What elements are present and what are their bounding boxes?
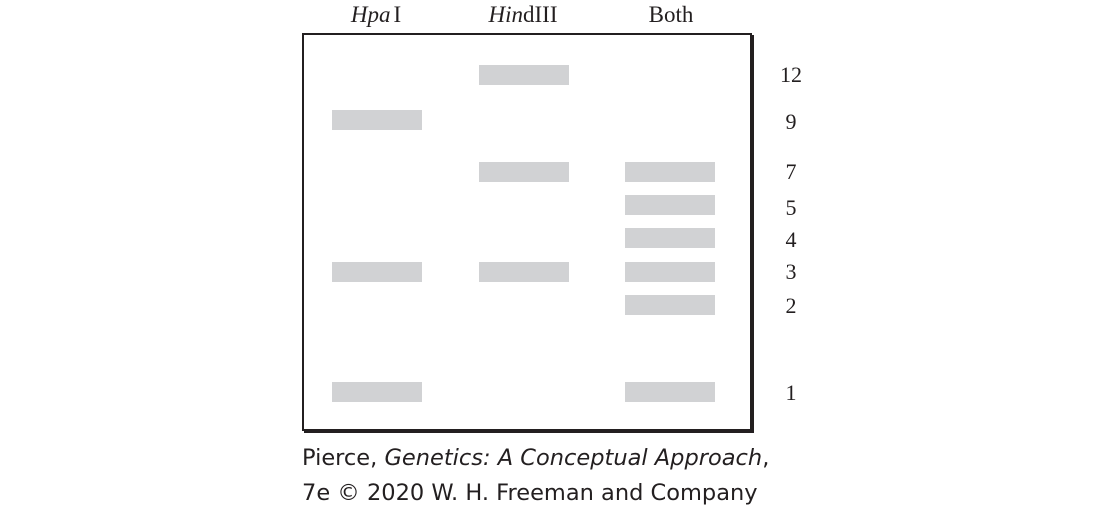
band-both-3 (625, 262, 715, 282)
band-hindiii-12 (479, 65, 569, 85)
size-label-5: 5 (785, 195, 797, 220)
band-both-2 (625, 295, 715, 315)
credit-author: Pierce, (302, 445, 385, 471)
lane-header-hpai-roman: I (393, 2, 402, 27)
band-hpai-3 (332, 262, 422, 282)
band-both-1 (625, 382, 715, 402)
band-hpai-9 (332, 110, 422, 130)
lane-header-hpai: Hpa I (301, 2, 451, 28)
figure-credit: Pierce, Genetics: A Conceptual Approach,… (302, 441, 769, 511)
lane-header-hpai-italic: Hpa (350, 2, 391, 27)
size-label-4: 4 (785, 227, 797, 252)
size-label-3: 3 (785, 259, 797, 284)
lane-header-both-label: Both (648, 2, 694, 27)
lane-header-hindiii-roman: dIII (523, 2, 558, 27)
band-both-7 (625, 162, 715, 182)
lane-header-hindiii: HindIII (448, 2, 598, 28)
band-both-4 (625, 228, 715, 248)
size-label-2: 2 (785, 293, 797, 318)
size-label-12: 12 (780, 62, 802, 87)
credit-line-2: 7e © 2020 W. H. Freeman and Company (302, 480, 758, 506)
band-hpai-1 (332, 382, 422, 402)
band-hindiii-7 (479, 162, 569, 182)
size-label-9: 9 (785, 109, 797, 134)
size-label-1: 1 (785, 380, 797, 405)
band-hindiii-3 (479, 262, 569, 282)
credit-comma: , (762, 445, 770, 471)
gel-box (302, 33, 752, 431)
lane-header-both: Both (596, 2, 746, 28)
band-both-5 (625, 195, 715, 215)
lane-header-hindiii-italic: Hin (488, 2, 524, 27)
size-label-7: 7 (785, 159, 797, 184)
credit-book-title: Genetics: A Conceptual Approach (384, 445, 763, 471)
credit-line-1: Pierce, Genetics: A Conceptual Approach, (302, 441, 769, 476)
